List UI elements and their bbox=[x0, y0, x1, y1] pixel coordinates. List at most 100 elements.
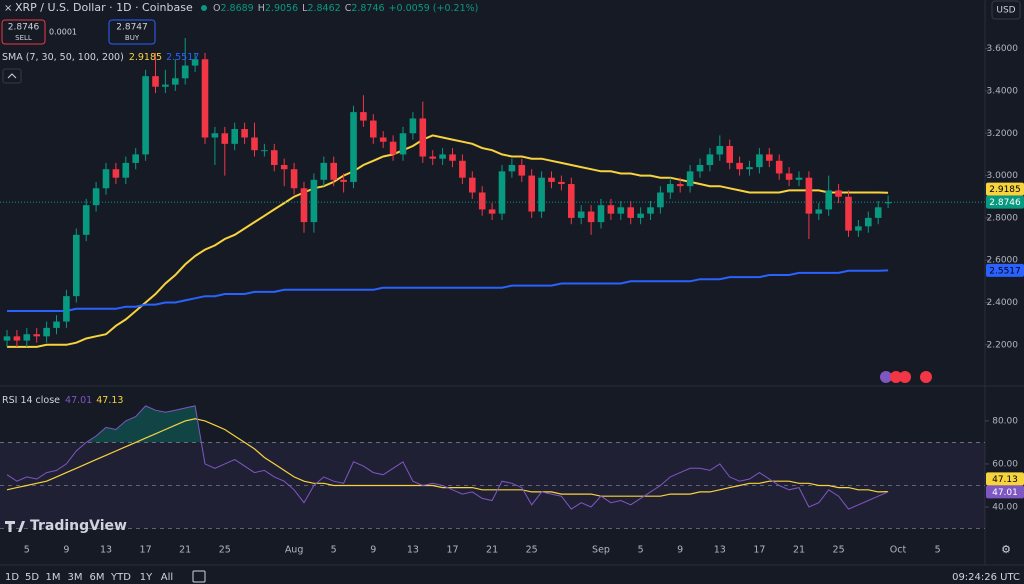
candle-body bbox=[33, 334, 40, 337]
range-button[interactable]: 1M bbox=[46, 572, 61, 583]
candle-body bbox=[498, 171, 506, 214]
event-icon[interactable] bbox=[890, 371, 902, 383]
range-button[interactable]: YTD bbox=[110, 572, 131, 583]
buy-label: BUY bbox=[125, 34, 140, 42]
indicator-legend: SMA (7, 30, 50, 100, 200) 2.9185 2.5517 bbox=[2, 52, 199, 63]
candle-body bbox=[845, 196, 852, 231]
candle-body bbox=[172, 78, 179, 85]
prefix: O bbox=[213, 3, 220, 14]
candle-body bbox=[271, 150, 278, 165]
candle-body bbox=[112, 169, 120, 178]
x-tick-label: 25 bbox=[219, 545, 231, 556]
candle-body bbox=[73, 234, 80, 297]
range-button[interactable]: All bbox=[161, 572, 173, 583]
candle-body bbox=[300, 188, 308, 223]
candle-body bbox=[805, 177, 813, 214]
y-tick-label: 3.4000 bbox=[987, 86, 1019, 96]
x-tick-label: 9 bbox=[63, 545, 69, 556]
candle-body bbox=[766, 154, 773, 161]
currency-button[interactable] bbox=[991, 0, 1021, 20]
candle-body bbox=[617, 207, 625, 214]
event-icon[interactable] bbox=[920, 371, 932, 383]
event-icon[interactable] bbox=[880, 371, 892, 383]
candle-body bbox=[201, 59, 209, 138]
price-tag-label: 2.5517 bbox=[989, 266, 1021, 276]
candle-body bbox=[647, 207, 654, 214]
candle-body bbox=[726, 145, 733, 163]
candle-body bbox=[280, 165, 288, 170]
range-button[interactable]: 5D bbox=[25, 572, 39, 583]
x-tick-label: 17 bbox=[446, 545, 458, 556]
low-value: 2.8462 bbox=[307, 3, 340, 14]
candle-body bbox=[469, 177, 476, 193]
rsi-title: RSI 14 close bbox=[2, 395, 60, 406]
candle-body bbox=[43, 327, 50, 337]
prefix: C bbox=[345, 3, 352, 14]
collapse-button[interactable] bbox=[2, 68, 22, 84]
candle-body bbox=[142, 76, 149, 155]
x-tick-label: Sep bbox=[592, 545, 610, 556]
candle-body bbox=[597, 205, 605, 223]
candle-body bbox=[350, 112, 357, 182]
settings-icon[interactable]: ⚙ bbox=[1001, 543, 1011, 556]
candle-body bbox=[865, 217, 872, 227]
ohlc-readout: O2.8689 H2.9056 L2.8462 C2.8746 +0.0059 (+0.… bbox=[213, 3, 478, 14]
x-tick-label: 17 bbox=[140, 545, 152, 556]
x-tick-label: 5 bbox=[331, 545, 337, 556]
candle-body bbox=[231, 129, 238, 144]
candle-body bbox=[488, 209, 496, 214]
event-icons bbox=[880, 371, 932, 383]
candle-body bbox=[409, 118, 417, 134]
candle-body bbox=[775, 160, 783, 174]
event-icon[interactable] bbox=[899, 371, 911, 383]
candle-body bbox=[320, 162, 328, 180]
x-tick-label: 13 bbox=[714, 545, 726, 556]
range-button[interactable]: 1D bbox=[5, 572, 19, 583]
candle-body bbox=[667, 184, 674, 193]
candle-body bbox=[399, 133, 407, 155]
sma-value: 2.5517 bbox=[166, 52, 199, 63]
prefix: H bbox=[258, 3, 265, 14]
x-tick-label: 9 bbox=[370, 545, 376, 556]
candle-body bbox=[181, 65, 189, 79]
range-button[interactable]: 1Y bbox=[140, 572, 153, 583]
close-value: 2.8746 bbox=[351, 3, 384, 14]
range-button[interactable]: 6M bbox=[90, 572, 105, 583]
candle-body bbox=[696, 165, 704, 172]
candle-body bbox=[251, 137, 258, 151]
sma-value: 2.9185 bbox=[129, 52, 162, 63]
x-tick-label: Oct bbox=[890, 545, 907, 556]
candle-body bbox=[785, 173, 793, 180]
buy-button[interactable] bbox=[108, 19, 156, 45]
candle-body bbox=[330, 162, 337, 180]
candle-body bbox=[686, 171, 694, 187]
candle-body bbox=[53, 321, 60, 328]
close-symbol[interactable]: × bbox=[4, 3, 12, 14]
y-tick-label: 2.8000 bbox=[987, 213, 1019, 223]
candle-body bbox=[518, 165, 526, 176]
range-button[interactable]: 3M bbox=[68, 572, 83, 583]
prefix: L bbox=[302, 3, 308, 14]
candle-body bbox=[379, 137, 387, 142]
candle-body bbox=[13, 336, 21, 341]
rsi-legend: RSI 14 close 47.01 47.13 bbox=[2, 395, 123, 406]
y-tick-label: 3.6000 bbox=[987, 44, 1019, 54]
buy-price: 2.8747 bbox=[116, 23, 148, 33]
candle-body bbox=[716, 145, 724, 155]
x-tick-label: 21 bbox=[179, 545, 191, 556]
plot: 3.6000 3.4000 3.2000 3.0000 2.8000 2.6000 2.40… bbox=[0, 38, 1019, 556]
indicator-line bbox=[7, 269, 889, 312]
candle-body bbox=[162, 84, 169, 87]
candle-body bbox=[102, 169, 110, 189]
candle-body bbox=[459, 160, 466, 178]
sell-button[interactable] bbox=[1, 19, 46, 45]
candle-body bbox=[736, 162, 743, 170]
candle-body bbox=[795, 177, 803, 180]
x-tick-label: 13 bbox=[100, 545, 112, 556]
indicator-line bbox=[6, 405, 889, 510]
currency: USD bbox=[996, 6, 1015, 16]
date-range-icon[interactable] bbox=[192, 570, 206, 583]
candle-body bbox=[370, 120, 377, 138]
y-tick-label: 3.2000 bbox=[987, 129, 1019, 139]
market-status bbox=[201, 5, 207, 11]
